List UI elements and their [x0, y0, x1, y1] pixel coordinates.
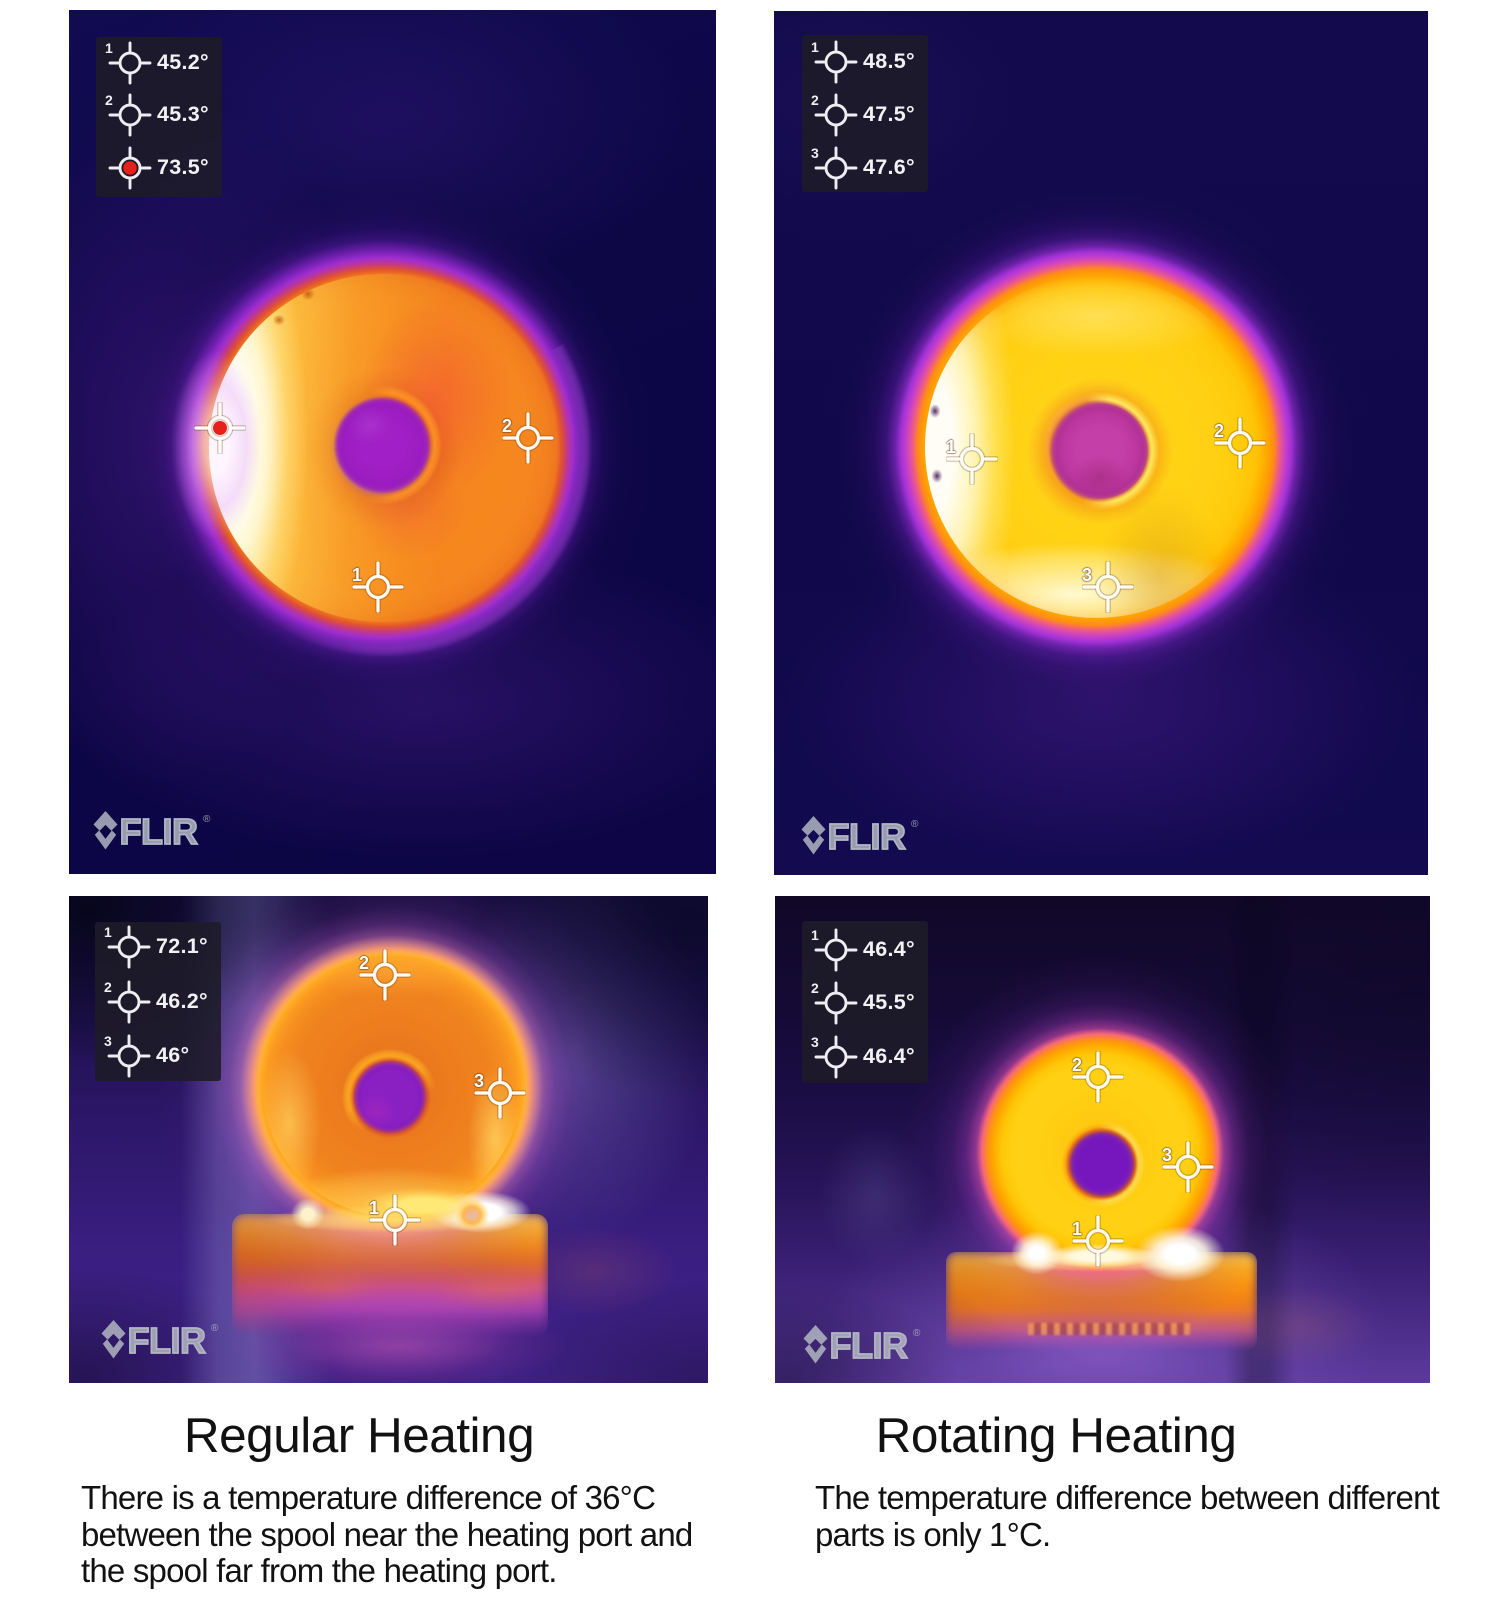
svg-text:FLIR: FLIR: [120, 811, 198, 852]
svg-text:FLIR: FLIR: [830, 1325, 908, 1366]
svg-text:®: ®: [211, 1323, 219, 1334]
svg-text:®: ®: [203, 814, 211, 825]
svg-text:®: ®: [911, 819, 919, 830]
svg-text:FLIR: FLIR: [828, 816, 906, 857]
svg-text:FLIR: FLIR: [128, 1320, 206, 1361]
svg-text:®: ®: [913, 1328, 921, 1339]
